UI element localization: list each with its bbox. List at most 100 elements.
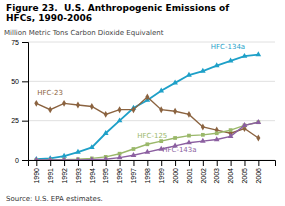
marker (76, 101, 80, 108)
x-tick-label: 2003 (213, 168, 220, 184)
marker (242, 53, 248, 58)
x-tick-label: 2000 (172, 168, 179, 184)
x-tick-label: 2006 (255, 168, 262, 184)
x-tick-mark (217, 160, 218, 166)
chart: Figure 23. U.S. Anthropogenic Emissions … (0, 0, 285, 206)
marker (256, 134, 260, 141)
marker (48, 106, 52, 113)
x-tick-mark (147, 160, 148, 166)
series-markers (33, 51, 261, 160)
y-tick-label: 25 (11, 117, 19, 124)
x-tick-label: 1995 (102, 168, 109, 184)
marker (200, 138, 206, 143)
marker (200, 68, 206, 73)
marker (131, 152, 137, 157)
x-tick-label: 1991 (47, 168, 54, 184)
x-tick: 1997 (130, 160, 137, 184)
marker (144, 149, 150, 154)
marker (187, 134, 191, 138)
x-tick-mark (231, 160, 232, 166)
marker (159, 106, 163, 113)
plot: 1990199119921993199419951996199719981999… (11, 39, 275, 184)
marker (61, 157, 67, 160)
marker (103, 156, 109, 160)
x-tick: 2000 (172, 160, 179, 184)
y-axis-line (22, 43, 29, 161)
source: Source: U.S. EPA estimates. (6, 195, 103, 203)
marker (214, 136, 220, 141)
y-tick: 75 (11, 39, 28, 46)
x-tick-label: 2005 (241, 168, 248, 184)
x-tick-label: 1996 (116, 168, 123, 184)
series-markers (34, 94, 260, 142)
marker (103, 130, 109, 135)
marker (229, 128, 233, 132)
x-tick: 1990 (33, 160, 40, 184)
x-tick-label: 1998 (144, 168, 151, 184)
marker (47, 157, 53, 160)
x-tick: 2006 (255, 160, 262, 184)
x-tick-mark (50, 160, 51, 166)
y-tick-label: 75 (11, 39, 19, 46)
grid (28, 42, 275, 160)
marker (145, 142, 149, 146)
line-label: HFC-125 (137, 132, 167, 140)
x-axis-line (29, 161, 276, 167)
series-markers (34, 120, 260, 160)
y-tick-mark (22, 121, 28, 122)
x-tick: 1995 (102, 160, 109, 184)
x-tick-label: 1990 (33, 168, 40, 184)
marker (117, 154, 123, 159)
x-tick-mark (258, 160, 259, 166)
marker (118, 106, 122, 113)
y-tick-label: 0 (15, 157, 19, 164)
marks (33, 51, 261, 160)
title: HFCs, 1990-2006 (6, 13, 92, 23)
x-tick-mark (203, 160, 204, 166)
x-tick-mark (106, 160, 107, 166)
marker (201, 133, 205, 137)
line-label: HFC-23 (37, 89, 63, 97)
annotations: HFC-134aHFC-23HFC-125HFC-143a (37, 43, 245, 154)
x-tick-mark (36, 160, 37, 166)
marker (75, 157, 81, 160)
x-tick-label: 1992 (61, 168, 68, 184)
x-tick-label: 1994 (89, 168, 96, 184)
x-tick-label: 1999 (158, 168, 165, 184)
x-tick-label: 1997 (130, 168, 137, 184)
x-tick-mark (175, 160, 176, 166)
marker (158, 87, 164, 92)
x-tick-label: 2001 (186, 168, 193, 184)
line-label: HFC-143a (162, 146, 196, 154)
x-tick: 2001 (186, 160, 193, 184)
series-line (36, 55, 258, 160)
marker (186, 139, 192, 144)
y-tick: 50 (11, 78, 28, 85)
x-tick: 1991 (47, 160, 54, 184)
x-tick-mark (244, 160, 245, 166)
x-tick-mark (133, 160, 134, 166)
x-axis: 1990199119921993199419951996199719981999… (29, 160, 276, 184)
x-tick-mark (120, 160, 121, 166)
marker (256, 51, 262, 56)
y-axis-title: Million Metric Tons Carbon Dioxide Equiv… (4, 29, 164, 37)
y-axis: 0 25 50 75 (11, 39, 28, 164)
marker (75, 149, 81, 154)
marker (228, 58, 234, 63)
x-tick-mark (64, 160, 65, 166)
y-tick: 25 (11, 117, 28, 124)
marker (76, 157, 80, 160)
marker (34, 100, 38, 107)
x-tick: 1996 (116, 160, 123, 184)
y-tick-mark (22, 42, 28, 43)
title: Figure 23. U.S. Anthropogenic Emissions … (6, 3, 229, 13)
marker (214, 62, 220, 67)
marker (89, 144, 95, 149)
marker (173, 136, 177, 140)
x-tick-mark (189, 160, 190, 166)
marker (173, 108, 177, 115)
series-line (36, 122, 258, 160)
marker (159, 139, 163, 143)
marker (132, 147, 136, 151)
marker (215, 131, 219, 135)
